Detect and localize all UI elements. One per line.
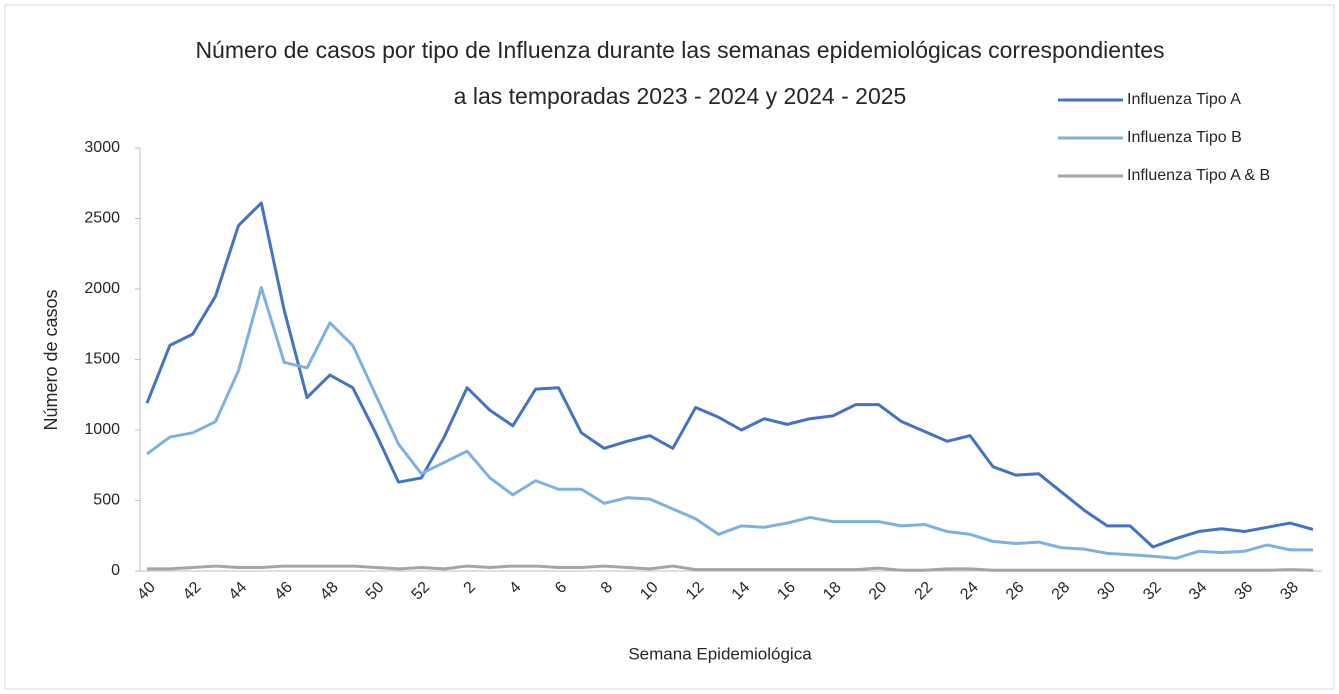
y-axis-title: Número de casos [41,289,61,430]
legend-label: Influenza Tipo B [1127,129,1242,146]
y-tick-label: 1500 [84,351,120,368]
y-tick-label: 1000 [84,421,120,438]
series-line [145,201,1314,549]
y-tick-label: 500 [93,492,120,509]
y-tick-label: 0 [111,562,120,579]
x-axis-title: Semana Epidemiológica [628,644,812,663]
series-line [147,564,1314,572]
y-tick-label: 3000 [84,139,120,156]
y-tick-label: 2000 [84,280,120,297]
legend-label: Influenza Tipo A [1127,91,1241,108]
chart-title: Número de casos por tipo de Influenza du… [195,37,1164,63]
series-line [146,286,1313,560]
legend-label: Influenza Tipo A & B [1127,167,1270,184]
chart-frame [4,4,1335,690]
chart-title: a las temporadas 2023 - 2024 y 2024 - 20… [454,83,907,109]
y-tick-label: 2500 [84,210,120,227]
